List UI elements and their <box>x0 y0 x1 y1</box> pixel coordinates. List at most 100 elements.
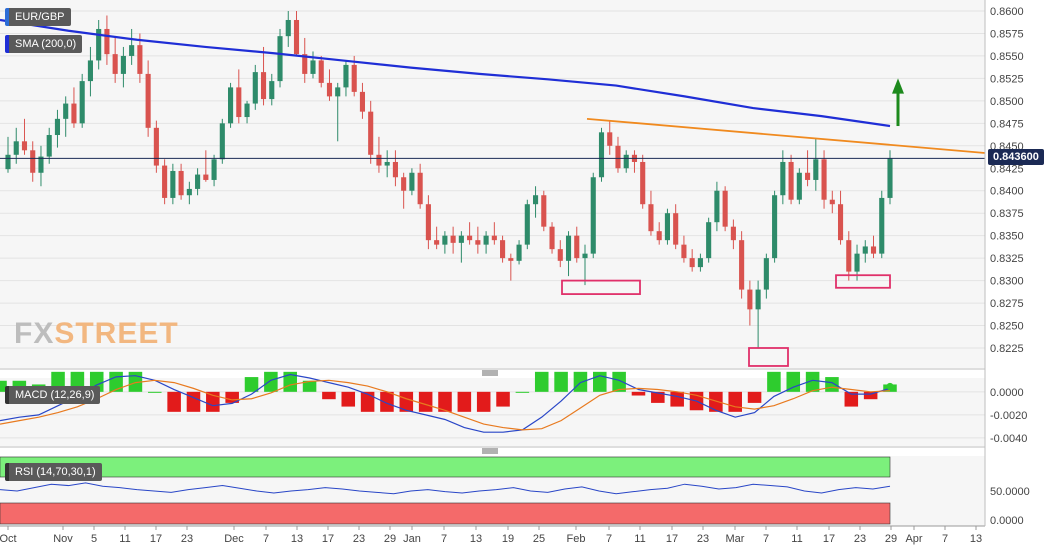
candle-body <box>673 213 679 245</box>
candle-body <box>549 226 555 250</box>
date-tick-label: 13 <box>970 533 982 545</box>
candle-body <box>656 231 662 241</box>
candle-body <box>335 87 341 97</box>
candle-body <box>186 188 192 196</box>
candle-body <box>120 55 126 74</box>
date-tick-label: 17 <box>666 533 678 545</box>
resize-handle-icon[interactable] <box>482 370 498 376</box>
candle-body <box>46 135 52 157</box>
date-tick-label: 5 <box>91 533 97 545</box>
candle-body <box>475 240 481 245</box>
candle-body <box>384 161 390 166</box>
price-pane <box>0 0 985 368</box>
date-tick-label: 29 <box>885 533 897 545</box>
candle-body <box>788 161 794 200</box>
macd-hist-bar <box>496 391 510 407</box>
candle-body <box>730 226 736 241</box>
date-tick-label: 25 <box>533 533 545 545</box>
candle-body <box>681 244 687 259</box>
candle-body <box>714 190 720 223</box>
macd-hist-bar <box>418 391 433 412</box>
candle-body <box>104 28 110 55</box>
candle-body <box>648 204 654 232</box>
date-tick-label: 11 <box>119 533 130 545</box>
candle-body <box>664 213 670 241</box>
candle-body <box>689 258 695 268</box>
price-tick-label: 0.8425 <box>990 163 1024 175</box>
candle-body <box>846 240 852 272</box>
pair-label[interactable]: EUR/GBP <box>5 8 71 26</box>
price-axis: 0.8600 0.8575 0.8550 0.8525 0.8500 0.8475 0.84… <box>990 6 1024 355</box>
candle-body <box>532 195 539 205</box>
price-tick-label: 0.8325 <box>990 253 1024 265</box>
date-tick-label: 23 <box>181 533 193 545</box>
macd-indicator-label[interactable]: MACD (12,26,9) <box>5 386 101 404</box>
date-tick-label: Feb <box>567 533 586 545</box>
candle-body <box>137 45 143 74</box>
macd-hist-bar <box>225 391 239 403</box>
macd-hist-bar <box>670 391 684 407</box>
candle-body <box>434 240 440 245</box>
candle-body <box>13 141 19 155</box>
date-tick-label: Oct <box>0 533 17 545</box>
candle-body <box>63 103 69 119</box>
candle-body <box>541 195 547 227</box>
candle-body <box>236 87 242 118</box>
sma-indicator-label[interactable]: SMA (200,0) <box>5 35 83 53</box>
rsi-oversold-zone <box>0 502 891 525</box>
candle-body <box>747 289 753 310</box>
candle-body <box>30 150 36 173</box>
macd-hist-bar <box>767 371 781 392</box>
macd-grid <box>0 391 985 439</box>
candle-body <box>343 64 349 88</box>
rsi-indicator-label[interactable]: RSI (14,70,30,1) <box>5 463 102 481</box>
candle-body <box>228 87 234 124</box>
macd-hist-bar <box>844 391 859 407</box>
candle-body <box>318 60 324 83</box>
price-grid <box>0 10 985 349</box>
candle-body <box>837 204 844 241</box>
candle-body <box>310 60 316 74</box>
candle-body <box>887 158 893 198</box>
date-tick-label: 23 <box>854 533 866 545</box>
price-tick-label: 0.8350 <box>990 231 1024 243</box>
candle-body <box>195 174 201 189</box>
candle-body <box>862 246 868 254</box>
rsi-tick-label: 0.0000 <box>990 515 1024 527</box>
date-tick-label: Dec <box>224 533 244 545</box>
date-tick-label: 17 <box>150 533 162 545</box>
candle-body <box>285 19 291 37</box>
date-tick-label: Jan <box>403 533 421 545</box>
candle-body <box>359 91 366 112</box>
date-tick-label: 11 <box>791 533 802 545</box>
macd-hist-bar <box>747 391 762 403</box>
rsi-line <box>0 482 891 495</box>
candle-body <box>326 82 333 97</box>
candle-body <box>574 235 580 259</box>
candle-body <box>854 253 860 272</box>
candle-body <box>755 289 761 310</box>
candle-body <box>722 190 728 227</box>
date-tick-label: Apr <box>905 533 922 545</box>
candle-body <box>450 235 456 243</box>
date-tick-label: 23 <box>697 533 709 545</box>
date-tick-label: 13 <box>291 533 303 545</box>
price-tick-label: 0.8275 <box>990 298 1024 310</box>
candle-body <box>145 73 151 128</box>
macd-hist-bar <box>322 391 336 400</box>
macd-tick-label: 0.0000 <box>990 387 1024 399</box>
candle-body <box>706 222 712 259</box>
macd-hist-bar <box>612 371 626 392</box>
candle-body <box>805 172 811 180</box>
candle-body <box>87 60 93 82</box>
candle-body <box>79 81 85 124</box>
candle-body <box>829 199 835 205</box>
date-tick-label: 23 <box>353 533 365 545</box>
candle-body <box>277 36 283 82</box>
candle-body <box>813 159 819 180</box>
resize-handle-icon[interactable] <box>482 448 498 454</box>
candle-body <box>598 132 605 178</box>
candle-body <box>219 123 225 160</box>
macd-hist-bar <box>109 371 123 392</box>
candle-body <box>796 172 802 200</box>
